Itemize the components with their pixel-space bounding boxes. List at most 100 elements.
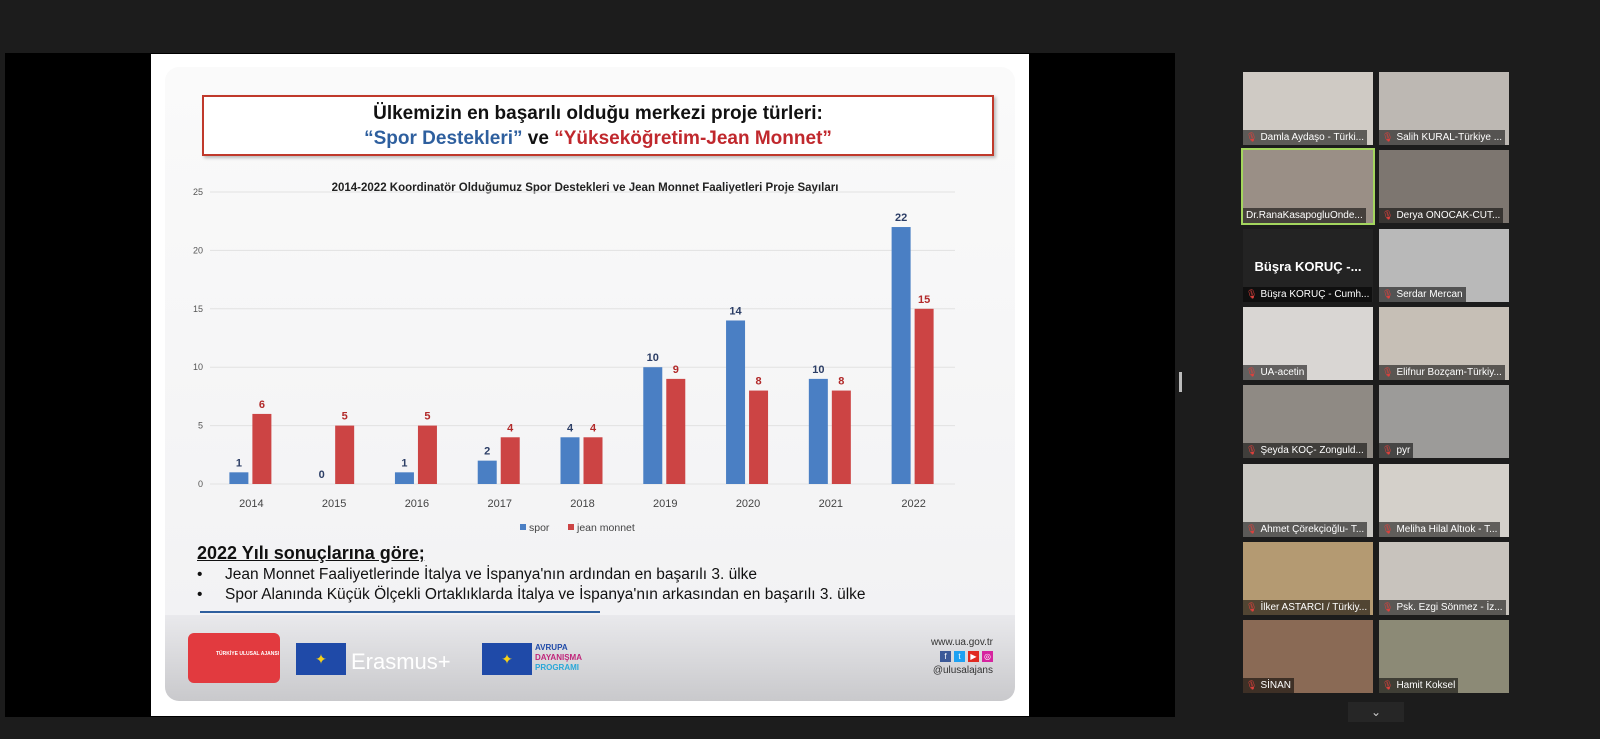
- chart-title: 2014-2022 Koordinatör Olduğumuz Spor Des…: [332, 182, 839, 194]
- participant-name: 🎙︎ pyr: [1379, 443, 1414, 459]
- slide-subtitle: “Spor Destekleri” ve “Yükseköğretim-Jean…: [204, 128, 992, 150]
- participant-tile[interactable]: 🎙︎ Psk. Ezgi Sönmez - İz...: [1379, 541, 1509, 615]
- y-tick-label: 20: [193, 245, 203, 255]
- slide-title: Ülkemizin en başarılı olduğu merkezi pro…: [373, 103, 823, 124]
- instagram-icon: ◎: [982, 651, 993, 662]
- muted-mic-icon: 🎙︎: [1382, 366, 1394, 377]
- participant-tile[interactable]: 🎙︎ Salih KURAL-Türkiye ...: [1379, 72, 1509, 145]
- data-label: 15: [918, 294, 930, 306]
- participant-name-text: pyr: [1396, 445, 1411, 457]
- slide-footer: TÜRKİYE ULUSAL AJANSI ✦ Erasmus+ ✦ AVRUP…: [165, 615, 1015, 701]
- participant-name-text: Psk. Ezgi Sönmez - İz...: [1396, 601, 1503, 613]
- muted-mic-icon: 🎙︎: [1382, 210, 1394, 221]
- data-label: 6: [259, 399, 265, 411]
- twitter-icon: t: [954, 651, 965, 662]
- data-label: 10: [812, 364, 824, 376]
- bar-spor: [808, 378, 828, 484]
- avrupa-dayanisma-logo: AVRUPA DAYANIŞMA PROGRAMI: [535, 643, 582, 673]
- participant-tile[interactable]: 🎙︎ UA-acetin: [1243, 306, 1373, 380]
- participant-tile[interactable]: 🎙︎ pyr: [1379, 385, 1509, 459]
- participant-name: Dr.RanaKasapogluOnde...: [1243, 208, 1366, 224]
- participant-name-text: Salih KURAL-Türkiye ...: [1396, 132, 1503, 143]
- participant-tile[interactable]: 🎙︎ SİNAN: [1243, 620, 1373, 694]
- bar-jean-monnet: [831, 390, 851, 484]
- data-label: 5: [342, 411, 348, 423]
- participant-tile[interactable]: 🎙︎ Derya ONOCAK-CUT...: [1379, 150, 1509, 224]
- spor-label: “Spor Destekleri”: [364, 128, 523, 149]
- slide-title-box: Ülkemizin en başarılı olduğu merkezi pro…: [202, 95, 994, 156]
- eu-flag-icon: ✦: [482, 643, 532, 675]
- bar-spor: [394, 472, 414, 484]
- x-tick-label: 2019: [653, 498, 677, 510]
- muted-mic-icon: 🎙︎: [1246, 445, 1258, 456]
- muted-mic-icon: 🎙︎: [1382, 680, 1394, 691]
- x-tick-label: 2021: [819, 498, 843, 510]
- divider: [200, 611, 600, 613]
- participant-name: 🎙︎ Psk. Ezgi Sönmez - İz...: [1379, 599, 1506, 615]
- participant-name-text: İlker ASTARCI / Türkiy...: [1260, 601, 1368, 613]
- chevron-down-icon[interactable]: ⌄: [1348, 702, 1404, 722]
- eu-flag-icon: ✦: [296, 643, 346, 675]
- bar-spor: [891, 227, 911, 485]
- participant-tile[interactable]: 🎙︎ Şeyda KOÇ- Zonguld...: [1243, 385, 1373, 459]
- participant-display-name: Büşra KORUÇ -...: [1254, 258, 1362, 274]
- social-handle: @ulusalajans: [932, 665, 993, 676]
- muted-mic-icon: 🎙︎: [1246, 601, 1258, 612]
- data-label: 2: [484, 446, 490, 458]
- bullet-text: Jean Monnet Faaliyetlerinde İtalya ve İs…: [225, 566, 758, 583]
- jean-monnet-label: “Yükseköğretim-Jean Monnet”: [554, 128, 832, 149]
- slide-panel: Ülkemizin en başarılı olduğu merkezi pro…: [165, 67, 1015, 701]
- legend-label: jean monnet: [576, 522, 635, 534]
- youtube-icon: ▶: [968, 651, 979, 662]
- participant-tile[interactable]: Dr.RanaKasapogluOnde...: [1241, 148, 1375, 226]
- data-label: 9: [673, 364, 679, 376]
- participant-name: 🎙︎ Serdar Mercan: [1379, 286, 1466, 302]
- muted-mic-icon: 🎙︎: [1246, 366, 1258, 377]
- data-label: 10: [647, 352, 659, 364]
- bar-jean-monnet: [914, 308, 934, 484]
- bar-jean-monnet: [417, 425, 437, 484]
- summary-title: 2022 Yılı sonuçlarına göre;: [197, 543, 425, 563]
- participant-name: 🎙︎ Hamit Koksel: [1379, 678, 1459, 694]
- participant-tile[interactable]: 🎙︎ Serdar Mercan: [1379, 228, 1509, 302]
- y-tick-label: 0: [198, 479, 203, 489]
- logo-text: DAYANIŞMA: [535, 653, 582, 662]
- x-tick-label: 2017: [487, 498, 511, 510]
- bar-jean-monnet: [749, 390, 769, 484]
- data-label: 22: [895, 212, 907, 224]
- y-tick-label: 5: [198, 421, 203, 431]
- contact-info: www.ua.gov.tr f t ▶ ◎ @ulusalajans: [931, 637, 993, 676]
- participant-tile[interactable]: Büşra KORUÇ -... 🎙︎ Büşra KORUÇ - Cumh...: [1243, 228, 1373, 302]
- data-label: 1: [236, 457, 242, 469]
- x-tick-label: 2020: [736, 498, 760, 510]
- participant-tile[interactable]: 🎙︎ Hamit Koksel: [1379, 620, 1509, 694]
- split-resize-handle[interactable]: [1179, 372, 1182, 392]
- participant-name: 🎙︎ UA-acetin: [1243, 364, 1308, 380]
- ua-logo: TÜRKİYE ULUSAL AJANSI: [188, 633, 280, 683]
- bar-spor: [477, 460, 497, 484]
- y-tick-label: 25: [193, 187, 203, 197]
- data-label: 0: [319, 469, 325, 481]
- participant-name: 🎙︎ Damla Aydaşo - Türki...: [1243, 130, 1367, 145]
- participant-name-text: Dr.RanaKasapogluOnde...: [1246, 210, 1363, 222]
- participant-name: 🎙︎ Elifnur Bozçam-Türkiy...: [1379, 364, 1505, 380]
- participant-name: 🎙︎ Salih KURAL-Türkiye ...: [1379, 130, 1506, 145]
- bar-spor: [560, 437, 580, 484]
- participant-name: 🎙︎ Büşra KORUÇ - Cumh...: [1243, 286, 1373, 302]
- logo-text: PROGRAMI: [535, 663, 579, 672]
- bar-spor: [643, 367, 663, 484]
- participant-tile[interactable]: 🎙︎ İlker ASTARCI / Türkiy...: [1243, 541, 1373, 615]
- participant-name-text: UA-acetin: [1260, 366, 1305, 378]
- participant-tile[interactable]: 🎙︎ Elifnur Bozçam-Türkiy...: [1379, 306, 1509, 380]
- muted-mic-icon: 🎙︎: [1382, 288, 1394, 299]
- participant-name: 🎙︎ Ahmet Çörekçioğlu- T...: [1243, 521, 1368, 537]
- participant-name-text: Hamit Koksel: [1396, 680, 1456, 692]
- participant-tile[interactable]: 🎙︎ Damla Aydaşo - Türki...: [1243, 72, 1373, 145]
- website-text: www.ua.gov.tr: [930, 637, 993, 648]
- participant-name-text: Meliha Hilal Altıok - T...: [1396, 523, 1498, 535]
- muted-mic-icon: 🎙︎: [1246, 132, 1258, 142]
- participant-name-text: Elifnur Bozçam-Türkiy...: [1396, 366, 1502, 378]
- participant-tile[interactable]: 🎙︎ Meliha Hilal Altıok - T...: [1379, 463, 1509, 537]
- participant-tile[interactable]: 🎙︎ Ahmet Çörekçioğlu- T...: [1243, 463, 1373, 537]
- bullet: • Spor Alanında Küçük Ölçekli Ortaklıklar…: [197, 586, 866, 603]
